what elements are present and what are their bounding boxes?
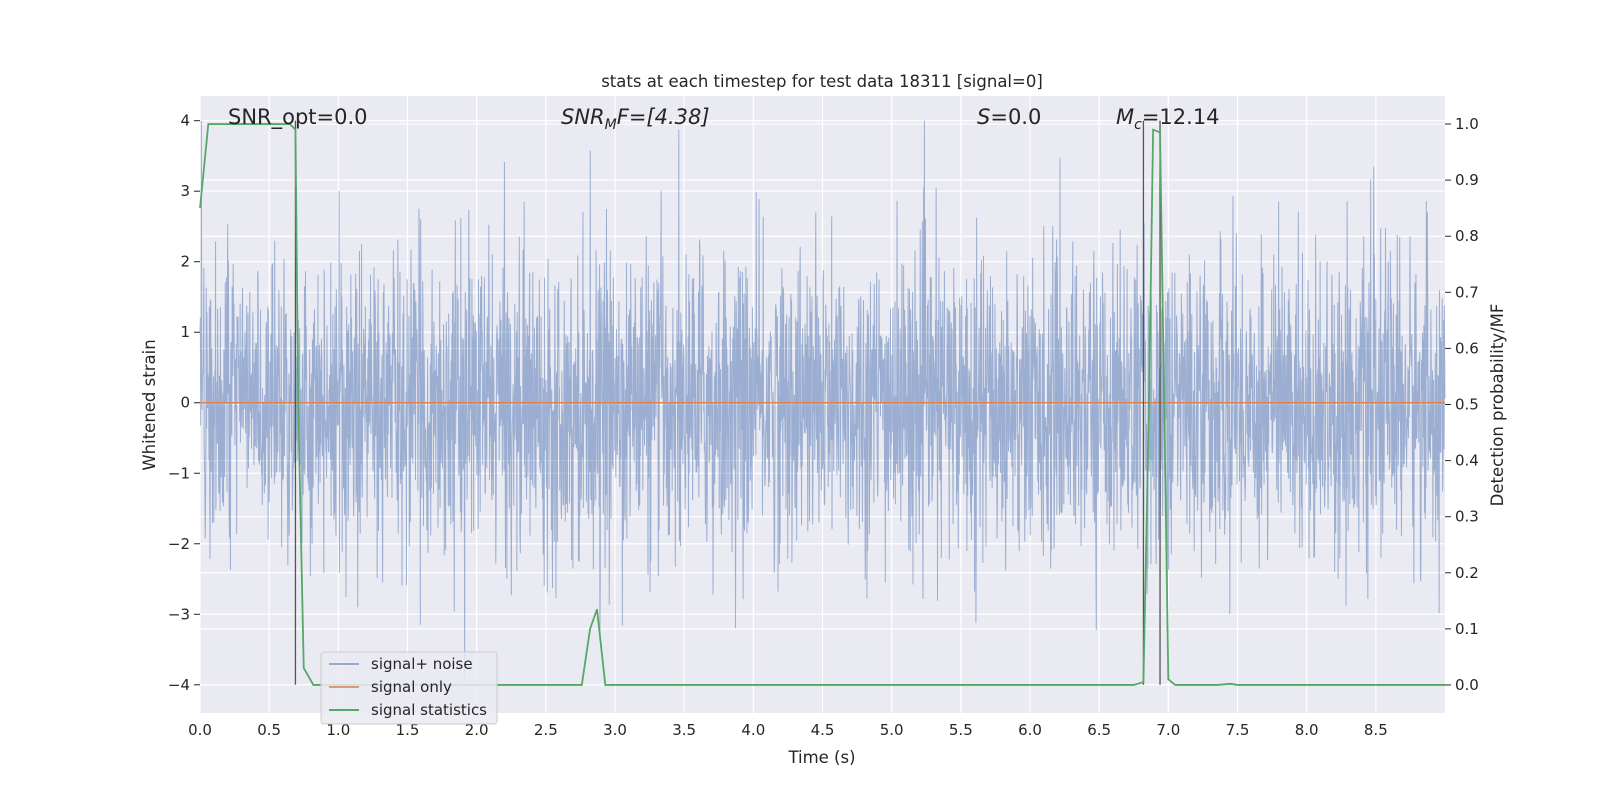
- legend-label-signal-statistics: signal statistics: [371, 701, 487, 719]
- y-tick-label: 3: [180, 182, 190, 200]
- signal-statistics-line: [199, 123, 1445, 686]
- x-tick-label: 3.0: [603, 721, 627, 739]
- legend-box: [320, 651, 498, 725]
- annotation-s-italic: S: [977, 105, 990, 129]
- x-tick-label: 8.5: [1364, 721, 1388, 739]
- x-tick-label: 4.5: [811, 721, 835, 739]
- x-tick-label: 0.0: [188, 721, 212, 739]
- annotation-mc-sub: c: [1134, 117, 1142, 133]
- x-tick-label: 6.0: [1018, 721, 1042, 739]
- annotation-mc: Mc=12.14: [1116, 105, 1220, 133]
- x-tick-label: 1.0: [326, 721, 350, 739]
- y-right-tick-label: 0.1: [1455, 620, 1479, 638]
- y-axis-right-ticks: 0.0 0.1 0.2 0.3 0.4 0.5 0.6 0.7 0.8 0.9 1.0: [1445, 115, 1479, 694]
- x-tick-label: 6.5: [1087, 721, 1111, 739]
- x-tick-label: 2.5: [534, 721, 558, 739]
- x-tick-label: 5.0: [880, 721, 904, 739]
- y-right-tick-label: 0.0: [1455, 676, 1479, 694]
- y-tick-label: −1: [168, 464, 190, 482]
- annotation-snr-mf: SNRMF=[4.38]: [561, 105, 710, 133]
- y-right-tick-label: 0.7: [1455, 283, 1479, 301]
- x-tick-label: 2.0: [465, 721, 489, 739]
- y-right-tick-label: 1.0: [1455, 115, 1479, 133]
- y-tick-label: 4: [180, 112, 190, 130]
- legend: signal+ noise signal only signal statist…: [320, 651, 498, 725]
- series-signal-noise: [199, 120, 1446, 682]
- y-tick-label: 1: [180, 323, 190, 341]
- annotation-snr-mf-sub: M: [605, 117, 617, 133]
- series-signal-statistics: [199, 123, 1445, 686]
- x-tick-label: 4.0: [741, 721, 765, 739]
- y-tick-label: −2: [168, 535, 190, 553]
- chart-title: stats at each timestep for test data 183…: [601, 72, 1043, 91]
- y-right-tick-label: 0.3: [1455, 508, 1479, 526]
- x-tick-label: 7.0: [1156, 721, 1180, 739]
- y-tick-label: −3: [168, 605, 190, 623]
- x-axis-ticks: 0.0 0.5 1.0 1.5 2.0 2.5 3.0 3.5 4.0 4.5 5.0 5.5 6.0 6…: [188, 721, 1388, 739]
- annotation-snr-mf-base: SNR: [561, 105, 605, 129]
- y-right-tick-label: 0.6: [1455, 339, 1479, 357]
- legend-label-signal-noise: signal+ noise: [371, 655, 473, 673]
- annotation-mc-rest: =12.14: [1142, 105, 1220, 129]
- x-tick-label: 8.0: [1295, 721, 1319, 739]
- x-tick-label: 5.5: [949, 721, 973, 739]
- y-axis-ticks: −4 −3 −2 −1 0 1 2 3 4: [168, 112, 200, 694]
- y-right-tick-label: 0.9: [1455, 171, 1479, 189]
- y-right-tick-label: 0.2: [1455, 564, 1479, 582]
- x-tick-label: 0.5: [257, 721, 281, 739]
- annotation-snr-opt: SNR_opt=0.0: [228, 105, 368, 130]
- x-tick-label: 3.5: [672, 721, 696, 739]
- y-tick-label: 0: [180, 394, 190, 412]
- y-axis-label: Whitened strain: [140, 339, 159, 470]
- y-right-tick-label: 0.5: [1455, 396, 1479, 414]
- x-axis-label: Time (s): [787, 748, 855, 767]
- annotation-snr-mf-rest: F=[4.38]: [617, 105, 710, 129]
- y-tick-label: 2: [180, 253, 190, 271]
- legend-label-signal-only: signal only: [371, 678, 452, 696]
- y-axis-right-label: Detection probability/MF: [1488, 304, 1507, 507]
- signal-noise-line: [199, 120, 1446, 682]
- x-tick-label: 1.5: [396, 721, 420, 739]
- y-right-tick-label: 0.4: [1455, 452, 1479, 470]
- annotation-s-rest: =0.0: [990, 105, 1041, 129]
- y-tick-label: −4: [168, 676, 190, 694]
- annotation-mc-italic: M: [1116, 105, 1134, 129]
- annotation-s: S=0.0: [977, 105, 1041, 129]
- y-right-tick-label: 0.8: [1455, 227, 1479, 245]
- x-tick-label: 7.5: [1226, 721, 1250, 739]
